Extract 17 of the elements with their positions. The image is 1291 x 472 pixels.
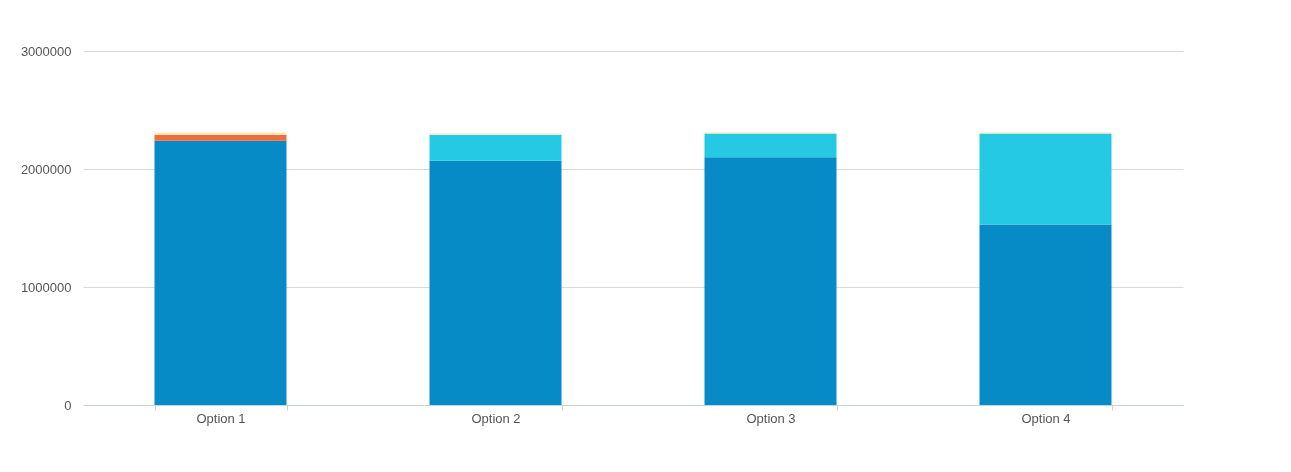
bar	[704, 133, 837, 158]
bar	[429, 160, 562, 405]
bar	[429, 134, 562, 161]
y-tick-label: 2000000	[20, 161, 72, 177]
bar	[979, 133, 1112, 225]
bar	[154, 134, 287, 141]
x-tick-label: Option 4	[1021, 410, 1071, 426]
y-tick-label: 3000000	[20, 43, 72, 59]
x-tick-label: Option 3	[746, 410, 796, 426]
y-tick-label: 1000000	[20, 279, 72, 295]
bar	[704, 157, 837, 405]
bar	[154, 140, 287, 405]
x-tick-label: Option 1	[196, 410, 246, 426]
bar	[979, 224, 1112, 405]
x-tick-label: Option 2	[471, 410, 521, 426]
bar	[154, 132, 287, 135]
y-tick-label: 0	[64, 397, 72, 413]
